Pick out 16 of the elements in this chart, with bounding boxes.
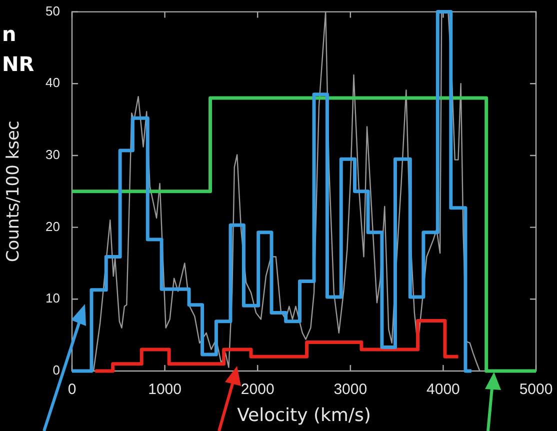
y-tick-label: 0	[52, 362, 60, 378]
y-tick-label: 20	[46, 218, 60, 234]
x-tick-label: 1000	[148, 381, 182, 398]
y-axis-title: Counts/100 ksec	[4, 120, 24, 262]
y-tick-label: 40	[46, 75, 60, 90]
x-tick-label: 5000	[519, 381, 553, 398]
x-axis-title: Velocity (km/s)	[237, 404, 371, 426]
x-tick-label: 0	[68, 381, 76, 398]
y-tick-label: 30	[46, 147, 60, 162]
x-tick-label: 3000	[334, 381, 368, 398]
x-tick-label: 4000	[426, 381, 460, 398]
y-tick-label: 50	[46, 3, 60, 18]
x-tick-label: 2000	[240, 381, 274, 398]
y-tick-label: 10	[46, 290, 60, 306]
text: n	[2, 22, 16, 46]
text: NR	[2, 52, 34, 76]
